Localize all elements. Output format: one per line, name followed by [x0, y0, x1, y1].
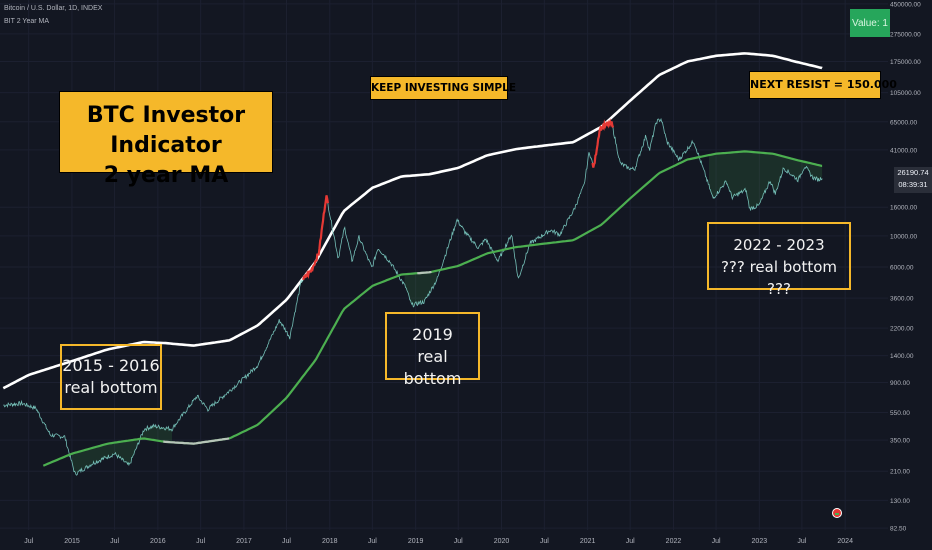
x-tick-label: Jul	[797, 538, 806, 545]
symbol-title: Bitcoin / U.S. Dollar, 1D, INDEX	[4, 5, 103, 12]
y-tick-label: 450000.00	[890, 1, 921, 8]
x-tick-label: Jul	[626, 538, 635, 545]
title-callout: BTC Investor Indicator 2 year MA	[59, 91, 273, 188]
bottom-2022-line-2: ??? real bottom ???	[720, 258, 838, 298]
y-axis: 450000.00 275000.00 175000.00 105000.00 6500…	[890, 1, 921, 532]
bottom-2015-line-2: real bottom	[64, 378, 158, 397]
bottom-2022-line-1: 2022 - 2023	[733, 236, 825, 254]
x-tick-label: Jul	[454, 538, 463, 545]
y-tick-label: 900.00	[890, 380, 910, 387]
keep-investing-callout: KEEP INVESTING SIMPLE	[370, 76, 516, 100]
x-tick-label: Jul	[712, 538, 721, 545]
y-tick-label: 16000.00	[890, 205, 917, 212]
bottom-2019-callout: 2019 real bottom	[385, 312, 480, 388]
bottom-2019-line-1: 2019	[412, 325, 453, 344]
event-flag-icon[interactable]	[832, 508, 842, 518]
y-tick-label: 82.50	[890, 526, 907, 533]
y-tick-label: 130.00	[890, 498, 910, 505]
x-tick-label: Jul	[368, 538, 377, 545]
undervalued-zone	[404, 270, 437, 306]
x-tick-label: 2019	[408, 538, 424, 545]
y-tick-label: 350.00	[890, 438, 910, 445]
y-tick-label: 6000.00	[890, 264, 914, 271]
bottom-2015-line-1: 2015 - 2016	[62, 356, 160, 375]
value-badge[interactable]: Value: 1	[850, 9, 890, 37]
x-tick-label: 2020	[494, 538, 510, 545]
y-tick-label: 65000.00	[890, 119, 917, 126]
x-tick-label: 2024	[837, 538, 853, 545]
x-tick-label: 2021	[580, 538, 596, 545]
title-line-2: 2 year MA	[103, 163, 229, 188]
x-axis: Jul 2015 Jul 2016 Jul 2017 Jul 2018 Jul 2019 Jul 20…	[24, 538, 853, 545]
x-tick-label: Jul	[196, 538, 205, 545]
bottom-2015-callout: 2015 - 2016 real bottom	[60, 344, 162, 410]
x-tick-label: 2023	[752, 538, 768, 545]
y-tick-label: 41000.00	[890, 147, 917, 154]
x-tick-label: 2017	[236, 538, 252, 545]
y-tick-label: 2200.00	[890, 326, 914, 333]
overheat-segment	[302, 195, 329, 281]
bar-countdown: 08:39:31	[898, 180, 928, 189]
y-tick-label: 275000.00	[890, 31, 921, 38]
overheat-segment	[591, 118, 615, 168]
ma-flat-segment	[417, 270, 432, 275]
x-tick-label: Jul	[110, 538, 119, 545]
bottom-2019-line-2: real bottom	[403, 347, 462, 388]
x-tick-label: 2018	[322, 538, 338, 545]
ma-flat-segment	[163, 437, 230, 445]
ma-2y-line	[42, 150, 823, 467]
y-tick-label: 175000.00	[890, 59, 921, 66]
y-tick-label: 105000.00	[890, 90, 921, 97]
y-tick-label: 210.00	[890, 469, 910, 476]
bottom-2022-callout: 2022 - 2023 ??? real bottom ???	[707, 222, 851, 298]
y-tick-label: 3600.00	[890, 296, 914, 303]
y-tick-label: 10000.00	[890, 233, 917, 240]
upper-band-line	[2, 52, 823, 390]
x-tick-label: Jul	[282, 538, 291, 545]
x-tick-label: Jul	[24, 538, 33, 545]
x-tick-label: 2015	[64, 538, 80, 545]
y-tick-label: 550.00	[890, 410, 910, 417]
x-tick-label: 2022	[666, 538, 682, 545]
x-tick-label: 2016	[150, 538, 166, 545]
last-price: 26190.74	[897, 168, 929, 177]
chart-lines	[2, 52, 823, 476]
undervalued-zone	[709, 151, 823, 209]
next-resist-callout: NEXT RESIST = 150.000	[749, 71, 897, 99]
title-line-1: BTC Investor Indicator	[86, 103, 246, 158]
indicator-name: BIT 2 Year MA	[4, 18, 50, 25]
last-price-tag: 26190.74 08:39:31	[894, 167, 932, 193]
y-tick-label: 1400.00	[890, 353, 914, 360]
x-tick-label: Jul	[540, 538, 549, 545]
